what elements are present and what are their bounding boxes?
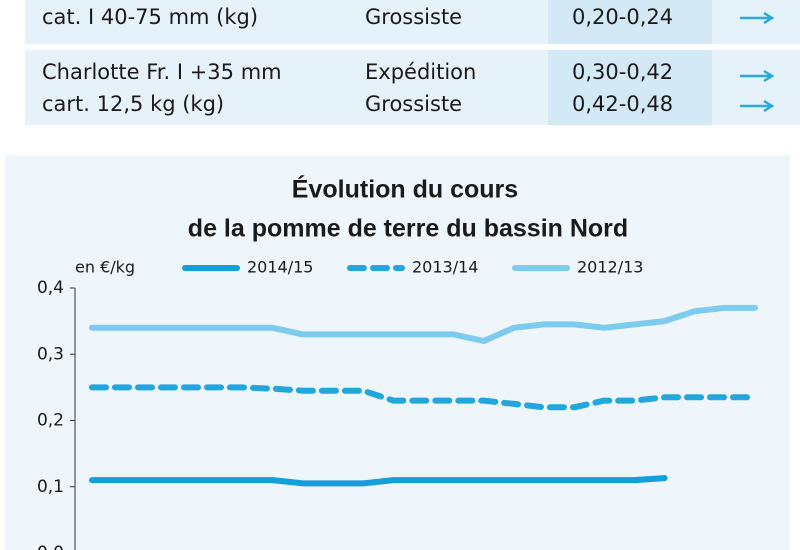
y-tick-label: 0,3 bbox=[37, 344, 64, 364]
y-tick-label: 0,2 bbox=[37, 411, 64, 431]
value-column bbox=[548, 0, 712, 125]
table-cell: cat. I 40-75 mm (kg) bbox=[42, 5, 258, 29]
y-tick-label: 0,0 bbox=[37, 543, 64, 550]
chart-title: de la pomme de terre du bassin Nord bbox=[188, 215, 628, 243]
table-cell: 0,20-0,24 bbox=[572, 5, 673, 29]
y-tick-label: 0,1 bbox=[37, 477, 64, 497]
legend-label: 2012/13 bbox=[577, 258, 643, 277]
legend-label: 2014/15 bbox=[247, 258, 313, 277]
trend-arrows bbox=[740, 11, 775, 113]
table-cell: Charlotte Fr. I +35 mm bbox=[42, 60, 282, 84]
series-line bbox=[89, 475, 668, 487]
series-line bbox=[89, 304, 758, 344]
y-tick-label: 0,4 bbox=[37, 278, 64, 298]
table-cell: Grossiste bbox=[365, 5, 462, 29]
chart-title: Évolution du cours bbox=[292, 175, 518, 204]
y-axis-label: en €/kg bbox=[75, 258, 135, 277]
chart-panel bbox=[5, 155, 790, 550]
table-cell: cart. 12,5 kg (kg) bbox=[42, 92, 224, 116]
table-cell: 0,42-0,48 bbox=[572, 92, 673, 116]
row-separator bbox=[25, 44, 800, 50]
table-cell: 0,30-0,42 bbox=[572, 60, 673, 84]
legend-label: 2013/14 bbox=[412, 258, 478, 277]
series-line bbox=[89, 384, 758, 411]
table-cell: Grossiste bbox=[365, 92, 462, 116]
table-cell: Expédition bbox=[365, 60, 476, 84]
